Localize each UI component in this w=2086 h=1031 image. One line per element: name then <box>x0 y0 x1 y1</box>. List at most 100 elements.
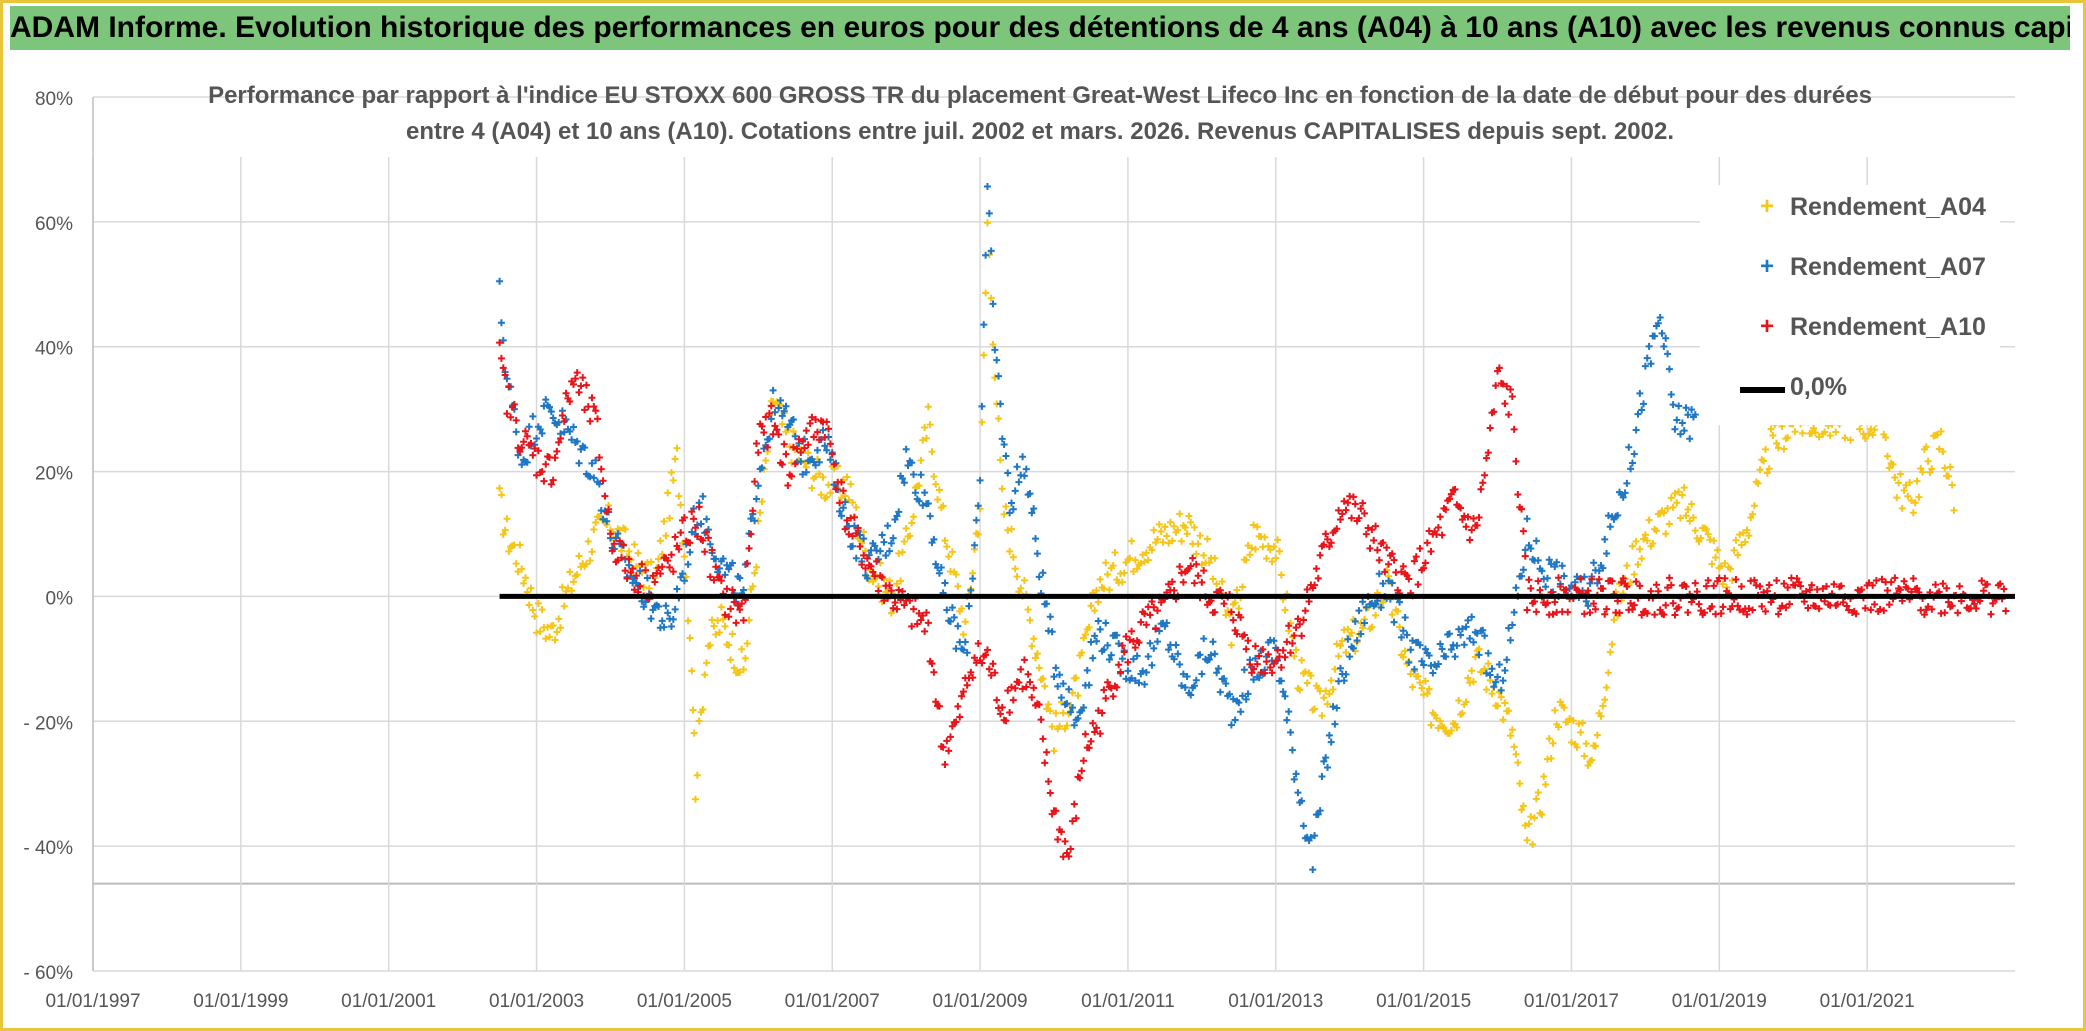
data-point-rendement_a10 <box>725 613 733 621</box>
data-point-rendement_a04 <box>961 618 969 626</box>
y-tick-label: - 60% <box>23 963 73 984</box>
data-point-rendement_a07 <box>1013 463 1021 471</box>
data-point-rendement_a10 <box>1834 600 1842 608</box>
data-point-rendement_a04 <box>1091 607 1099 615</box>
data-point-rendement_a04 <box>1710 537 1718 545</box>
data-point-rendement_a04 <box>1774 444 1782 452</box>
data-point-rendement_a04 <box>1549 739 1557 747</box>
data-point-rendement_a10 <box>1549 610 1557 618</box>
data-point-rendement_a07 <box>1488 665 1496 673</box>
data-point-rendement_a07 <box>590 474 598 482</box>
data-point-rendement_a10 <box>730 598 738 606</box>
data-point-rendement_a04 <box>1458 709 1466 717</box>
data-point-rendement_a07 <box>1113 631 1121 639</box>
data-point-rendement_a04 <box>1741 538 1749 546</box>
data-point-rendement_a10 <box>815 436 823 444</box>
data-point-rendement_a10 <box>1351 500 1359 508</box>
data-point-rendement_a04 <box>1599 702 1607 710</box>
data-point-rendement_a10 <box>1070 800 1078 808</box>
data-point-rendement_a07 <box>950 613 958 621</box>
data-point-rendement_a04 <box>1704 530 1712 538</box>
gridlines <box>92 96 2015 972</box>
data-point-rendement_a07 <box>902 445 910 453</box>
data-point-rendement_a07 <box>1678 419 1686 427</box>
data-point-rendement_a04 <box>1298 656 1306 664</box>
data-point-rendement_a10 <box>1944 598 1952 606</box>
x-tick-label: 01/01/2019 <box>1672 991 1767 1012</box>
data-point-rendement_a07 <box>1316 807 1324 815</box>
data-point-rendement_a10 <box>1691 579 1699 587</box>
data-point-rendement_a10 <box>1932 581 1940 589</box>
data-point-rendement_a07 <box>775 404 783 412</box>
data-point-rendement_a07 <box>1052 664 1060 672</box>
data-point-rendement_a07 <box>780 407 788 415</box>
data-point-rendement_a07 <box>813 446 821 454</box>
data-point-rendement_a07 <box>1281 692 1289 700</box>
data-point-rendement_a10 <box>1896 586 1904 594</box>
data-point-rendement_a07 <box>1497 686 1505 694</box>
data-point-rendement_a04 <box>592 518 600 526</box>
data-point-rendement_a10 <box>1804 604 1812 612</box>
data-point-rendement_a04 <box>1671 489 1679 497</box>
data-point-rendement_a10 <box>1194 572 1202 580</box>
data-point-rendement_a04 <box>1333 640 1341 648</box>
data-point-rendement_a10 <box>804 441 812 449</box>
data-point-rendement_a10 <box>1924 603 1932 611</box>
data-point-rendement_a07 <box>1083 666 1091 674</box>
data-point-rendement_a04 <box>1481 665 1489 673</box>
data-point-rendement_a10 <box>1176 563 1184 571</box>
data-point-rendement_a10 <box>1675 603 1683 611</box>
data-point-rendement_a10 <box>664 557 672 565</box>
data-point-rendement_a04 <box>1902 481 1910 489</box>
data-point-rendement_a04 <box>1601 696 1609 704</box>
data-point-rendement_a04 <box>1669 503 1677 511</box>
data-point-rendement_a10 <box>1482 454 1490 462</box>
data-point-rendement_a10 <box>629 565 637 573</box>
data-point-rendement_a10 <box>549 476 557 484</box>
data-point-rendement_a10 <box>1251 642 1259 650</box>
data-point-rendement_a04 <box>1604 669 1612 677</box>
data-point-rendement_a10 <box>793 445 801 453</box>
data-point-rendement_a07 <box>1107 651 1115 659</box>
data-point-rendement_a07 <box>878 531 886 539</box>
data-point-rendement_a10 <box>582 381 590 389</box>
data-point-rendement_a04 <box>808 484 816 492</box>
data-point-rendement_a04 <box>1181 523 1189 531</box>
data-point-rendement_a07 <box>684 560 692 568</box>
data-point-rendement_a10 <box>1349 493 1357 501</box>
data-point-rendement_a07 <box>1664 350 1672 358</box>
data-point-rendement_a07 <box>1360 619 1368 627</box>
data-point-rendement_a04 <box>908 519 916 527</box>
data-point-rendement_a10 <box>1085 744 1093 752</box>
data-point-rendement_a07 <box>1638 406 1646 414</box>
data-point-rendement_a10 <box>1294 615 1302 623</box>
data-point-rendement_a10 <box>799 437 807 445</box>
data-point-rendement_a10 <box>1017 665 1025 673</box>
data-point-rendement_a04 <box>1518 806 1526 814</box>
data-point-rendement_a07 <box>586 473 594 481</box>
data-point-rendement_a10 <box>1872 576 1880 584</box>
data-point-rendement_a04 <box>895 549 903 557</box>
data-point-rendement_a04 <box>1603 684 1611 692</box>
data-point-rendement_a04 <box>1157 528 1165 536</box>
y-tick-label: 80% <box>35 89 73 110</box>
data-point-rendement_a10 <box>1028 693 1036 701</box>
data-point-rendement_a04 <box>497 491 505 499</box>
data-point-rendement_a10 <box>523 432 531 440</box>
data-point-rendement_a04 <box>1734 551 1742 559</box>
data-point-rendement_a10 <box>1671 611 1679 619</box>
data-point-rendement_a04 <box>1636 545 1644 553</box>
data-point-rendement_a04 <box>1926 468 1934 476</box>
data-point-rendement_a07 <box>1475 651 1483 659</box>
data-point-rendement_a07 <box>736 574 744 582</box>
data-point-rendement_a04 <box>1791 428 1799 436</box>
data-point-rendement_a04 <box>1462 698 1470 706</box>
data-point-rendement_a10 <box>728 586 736 594</box>
data-point-rendement_a07 <box>998 435 1006 443</box>
data-point-rendement_a07 <box>1240 666 1248 674</box>
data-point-rendement_a07 <box>1499 677 1507 685</box>
data-point-rendement_a07 <box>1379 579 1387 587</box>
data-point-rendement_a07 <box>1682 404 1690 412</box>
data-point-rendement_a07 <box>719 555 727 563</box>
data-point-rendement_a04 <box>655 555 663 563</box>
